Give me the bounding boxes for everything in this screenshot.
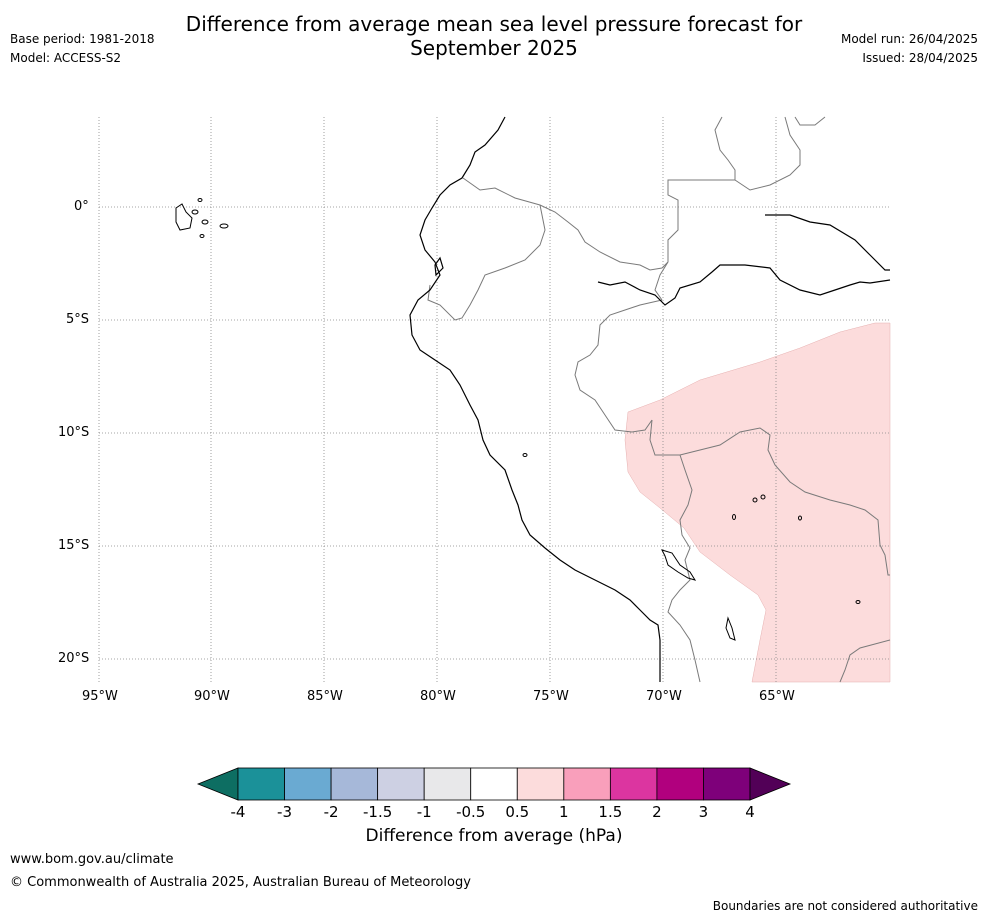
colorbar-extend-low	[196, 767, 239, 801]
coastlines	[409, 116, 891, 682]
colorbar-segment	[377, 767, 425, 801]
title-line-2: September 2025	[410, 36, 578, 60]
gridlines	[98, 117, 890, 682]
colorbar-segment	[656, 767, 704, 801]
colorbar-segment	[330, 767, 379, 801]
model-name: Model: ACCESS-S2	[10, 51, 122, 65]
lon-label-85w: 85°W	[307, 689, 343, 704]
meta-left: Base period: 1981-2018 Model: ACCESS-S2	[10, 32, 155, 70]
colorbar: -4 -3 -2 -1.5 -1 -0.5 0.5 1 1.5 2 3 4	[196, 767, 792, 821]
lon-label-65w: 65°W	[759, 689, 795, 704]
lon-label-80w: 80°W	[420, 689, 456, 704]
colorbar-tick-label: 1.5	[598, 803, 622, 821]
lat-label-0: 0°	[74, 199, 89, 214]
colorbar-tick-label: 3	[699, 803, 709, 821]
anomaly-region-0-5-to-1	[624, 322, 891, 683]
lon-label-75w: 75°W	[533, 689, 569, 704]
issued-date: Issued: 28/04/2025	[862, 51, 978, 65]
colorbar-tick-label: -2	[324, 803, 339, 821]
colorbar-tick-label: 1	[559, 803, 569, 821]
colorbar-segment	[423, 767, 472, 801]
colorbar-tick-label: -0.5	[456, 803, 485, 821]
model-run: Model run: 26/04/2025	[840, 32, 978, 46]
lon-label-95w: 95°W	[82, 689, 118, 704]
lat-label-15s: 15°S	[58, 538, 90, 553]
colorbar-tick-label: -3	[277, 803, 292, 821]
colorbar-segment	[237, 767, 285, 801]
footer-copyright: © Commonwealth of Australia 2025, Austra…	[10, 875, 471, 890]
colorbar-segment	[703, 767, 751, 801]
colorbar-extend-high	[749, 767, 792, 801]
colorbar-segment	[284, 767, 332, 801]
lon-label-90w: 90°W	[194, 689, 230, 704]
colorbar-segment	[516, 767, 565, 801]
colorbar-segment	[563, 767, 611, 801]
colorbar-tick-label: 4	[745, 803, 755, 821]
base-period: Base period: 1981-2018	[10, 32, 155, 46]
colorbar-tick-label: 0.5	[505, 803, 529, 821]
lat-label-5s: 5°S	[66, 312, 90, 327]
galapagos-islands	[175, 198, 229, 238]
meta-right: Model run: 26/04/2025 Issued: 28/04/2025	[841, 32, 978, 70]
colorbar-title: Difference from average (hPa)	[365, 826, 623, 846]
lat-label-10s: 10°S	[58, 425, 90, 440]
title-line-1: Difference from average mean sea level p…	[185, 12, 803, 36]
colorbar-tick-label: -1	[417, 803, 432, 821]
colorbar-segment	[470, 767, 518, 801]
lat-label-20s: 20°S	[58, 651, 90, 666]
colorbar-tick-label: 2	[652, 803, 662, 821]
footer-note: Boundaries are not considered authoritat…	[712, 899, 978, 913]
lon-label-70w: 70°W	[646, 689, 682, 704]
footer-url: www.bom.gov.au/climate	[10, 852, 174, 867]
colorbar-segment	[609, 767, 658, 801]
chart-title: Difference from average mean sea level p…	[0, 12, 988, 60]
lakes	[522, 453, 861, 641]
colorbar-tick-label: -1.5	[363, 803, 392, 821]
colorbar-tick-label: -4	[231, 803, 246, 821]
